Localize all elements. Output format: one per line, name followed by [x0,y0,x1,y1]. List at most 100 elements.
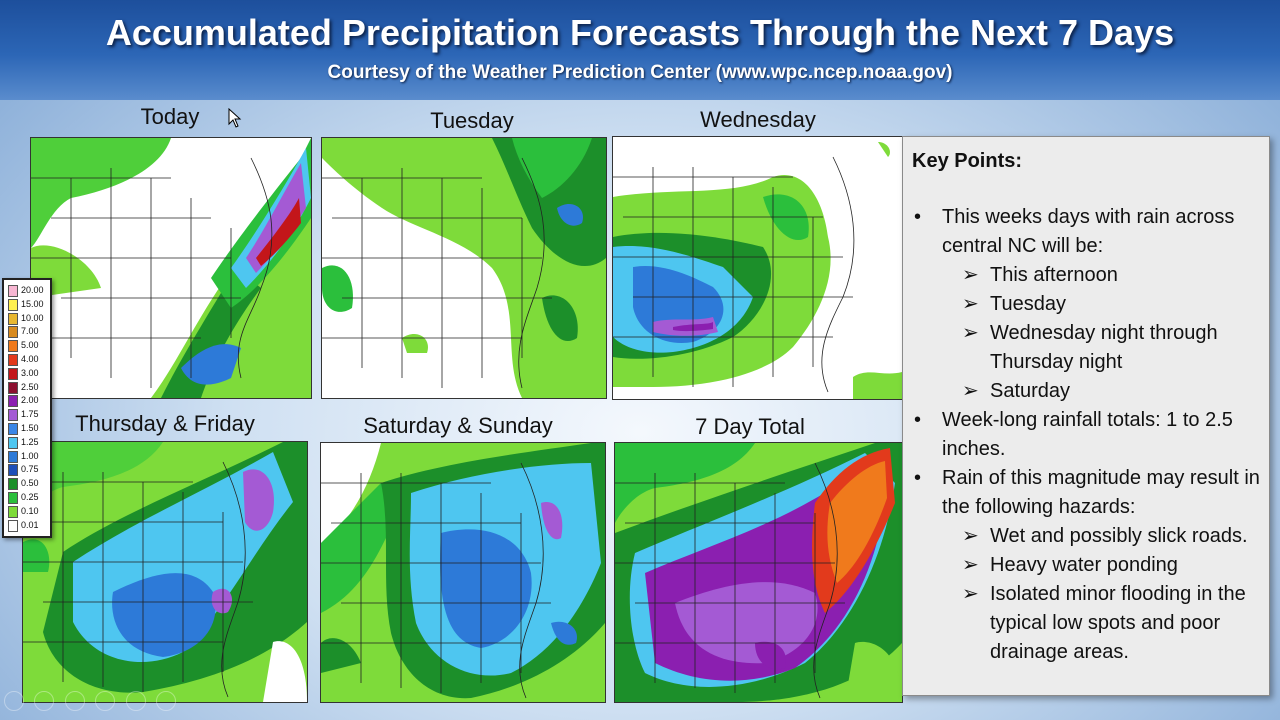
legend-swatch [8,381,18,394]
sub-bullet-text: This afternoon [990,264,1118,286]
legend-swatch [8,298,18,311]
slides-icon[interactable] [95,691,116,711]
bullet-icon: • [914,206,922,228]
sub-bullet-text: Heavy water ponding [990,554,1178,576]
arrow-icon: ➢ [962,380,979,402]
key-points-title: Key Points: [912,150,1023,172]
bullet-rain-days: • This weeks days with rain across centr… [912,203,1261,261]
sub-bullet: ➢ Isolated minor flooding in the typical … [912,580,1261,667]
sub-bullet: ➢ Saturday [912,377,1261,406]
presentation-toolbar[interactable] [4,686,234,716]
legend-swatch [8,354,18,366]
legend-entry: 0.50 [8,477,48,491]
legend-value: 7.00 [21,326,39,337]
legend-value: 1.75 [21,409,39,420]
legend-entry: 4.00 [8,353,48,366]
sub-bullet: ➢ Wednesday night through Thursday night [912,319,1261,377]
legend-swatch [8,395,18,408]
arrow-icon: ➢ [962,525,979,547]
legend-value: 2.50 [21,381,39,392]
legend-swatch [8,285,18,297]
mouse-cursor-icon [228,108,242,128]
legend-swatch [8,326,18,339]
legend-value: 0.25 [21,492,39,502]
title-banner: Accumulated Precipitation Forecasts Thro… [0,0,1280,100]
sub-bullet-text: Wet and possibly slick roads. [990,525,1248,547]
legend-value: 1.50 [21,423,39,433]
pen-icon[interactable] [64,691,85,711]
map-7-day-total [614,442,903,703]
legend-entry: 2.00 [8,394,48,408]
slide-subtitle: Courtesy of the Weather Prediction Cente… [327,62,953,83]
legend-value: 10.00 [21,312,44,323]
panel-label-wednesday: Wednesday [700,107,816,132]
legend-entry: 3.00 [8,367,48,380]
legend-value: 0.10 [21,505,39,516]
arrow-icon: ➢ [962,264,979,286]
legend-value: 20.00 [21,285,44,295]
panel-label-thursday-friday: Thursday & Friday [75,411,255,436]
legend-entry: 2.50 [8,381,48,394]
legend-value: 0.01 [21,519,39,530]
legend-value: 3.00 [21,367,39,378]
map-wednesday [612,136,903,400]
slide-title: Accumulated Precipitation Forecasts Thro… [105,12,1175,53]
map-today [30,137,312,399]
bullet-weekly-totals: • Week-long rainfall totals: 1 to 2.5 in… [912,406,1261,464]
key-points-panel: Key Points: • This weeks days with rain … [902,136,1270,696]
map-tuesday [321,137,607,399]
sub-bullet: ➢ Heavy water ponding [912,551,1261,580]
arrow-icon: ➢ [962,583,979,605]
legend-entry: 15.00 [8,298,48,311]
legend-swatch [8,409,18,422]
zoom-icon[interactable] [125,691,146,711]
legend-swatch [8,478,18,491]
legend-value: 5.00 [21,340,39,351]
sub-bullet: ➢ Tuesday [912,290,1261,319]
legend-value: 0.50 [21,478,39,489]
bullet-icon: • [914,467,922,489]
legend-entry: 1.00 [8,450,48,463]
legend-swatch [8,519,18,532]
sub-bullet-text: Saturday [990,380,1071,402]
legend-entry: 10.00 [8,312,48,325]
legend-swatch [8,450,18,463]
panel-label-today: Today [140,104,200,129]
legend-value: 1.25 [21,436,39,447]
legend-entry: 7.00 [8,325,48,339]
legend-value: 15.00 [21,298,44,309]
more-options-icon[interactable] [156,691,177,711]
legend-entry: 20.00 [8,284,48,297]
legend-swatch [8,505,18,518]
legend-entry: 1.25 [8,436,48,449]
sub-bullet: ➢ This afternoon [912,261,1261,290]
arrow-icon: ➢ [962,293,979,315]
legend-swatch [8,312,18,325]
legend-value: 1.00 [21,450,39,461]
legend-value: 4.00 [21,354,39,364]
legend-swatch [8,367,18,380]
legend-entry: 0.10 [8,505,48,518]
next-slide-icon[interactable] [34,691,55,711]
legend-value: 0.75 [21,464,39,475]
panel-label-7-day-total: 7 Day Total [695,414,805,439]
legend-entry: 5.00 [8,339,48,353]
sub-bullet-text: Isolated minor flooding in the typical l… [990,583,1246,663]
legend-entry: 0.25 [8,491,48,504]
legend-entry: 0.75 [8,463,48,477]
bullet-text: This weeks days with rain across central… [942,206,1235,257]
panel-label-saturday-sunday: Saturday & Sunday [363,413,553,438]
map-saturday-sunday [320,442,606,703]
legend-entry: 1.50 [8,422,48,435]
previous-slide-icon[interactable] [4,691,24,711]
legend-swatch [8,492,18,504]
sub-bullet: ➢ Wet and possibly slick roads. [912,522,1261,551]
panel-label-tuesday: Tuesday [430,108,514,133]
legend-value: 2.00 [21,395,39,406]
legend-swatch [8,340,18,353]
bullet-text: Rain of this magnitude may result in the… [942,467,1260,518]
bullet-icon: • [914,409,922,431]
bullet-text: Week-long rainfall totals: 1 to 2.5 inch… [942,409,1233,460]
legend-swatch [8,464,18,477]
legend-entry: 1.75 [8,408,48,422]
